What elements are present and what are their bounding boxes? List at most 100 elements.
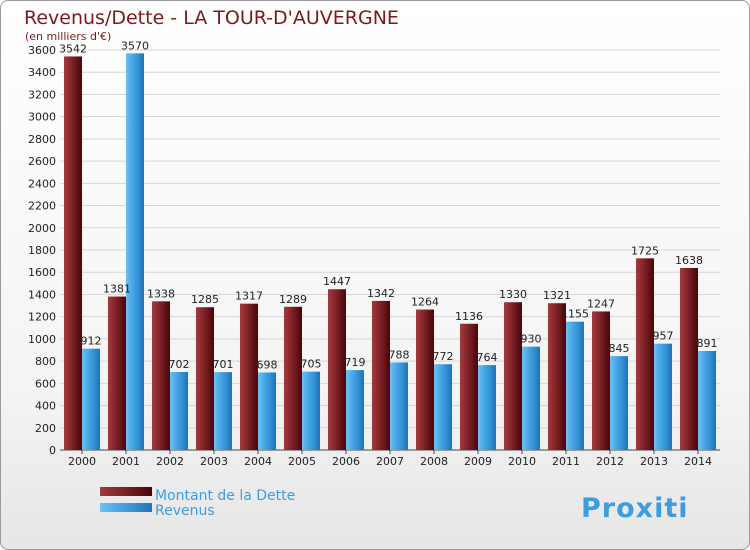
y-tick-label: 3400 <box>28 66 56 79</box>
y-tick-label: 2600 <box>28 155 56 168</box>
x-tick-label: 2003 <box>200 455 228 468</box>
data-label: 702 <box>169 358 190 371</box>
data-label: 1317 <box>235 290 263 303</box>
x-tick-label: 2013 <box>640 455 668 468</box>
y-tick-label: 3600 <box>28 44 56 57</box>
data-label: 1330 <box>499 288 527 301</box>
data-label: 1264 <box>411 296 439 309</box>
x-tick-label: 2008 <box>420 455 448 468</box>
data-label: 891 <box>697 337 718 350</box>
bar-dette-2002 <box>152 301 170 450</box>
y-tick-label: 2200 <box>28 200 56 213</box>
y-tick-label: 1800 <box>28 244 56 257</box>
y-tick-label: 1000 <box>28 333 56 346</box>
x-tick-label: 2006 <box>332 455 360 468</box>
data-label: 698 <box>257 358 278 371</box>
x-tick-label: 2009 <box>464 455 492 468</box>
y-tick-label: 1600 <box>28 266 56 279</box>
data-label: 1381 <box>103 283 131 296</box>
y-tick-label: 2800 <box>28 133 56 146</box>
bar-dette-2006 <box>328 289 346 450</box>
bar-revenus-2007 <box>390 362 408 450</box>
data-label: 1136 <box>455 310 483 323</box>
bar-revenus-2001 <box>126 53 144 450</box>
legend-swatch-debt <box>100 487 152 496</box>
x-tick-label: 2011 <box>552 455 580 468</box>
bar-dette-2014 <box>680 268 698 450</box>
y-tick-label: 600 <box>35 377 56 390</box>
x-tick-label: 2004 <box>244 455 272 468</box>
data-label: 957 <box>653 330 674 343</box>
bars <box>64 53 716 450</box>
bar-revenus-2014 <box>698 351 716 450</box>
data-label: 1725 <box>631 244 659 257</box>
data-label: 912 <box>81 335 102 348</box>
data-label: 701 <box>213 358 234 371</box>
bar-dette-2001 <box>108 296 126 450</box>
y-tick-label: 1400 <box>28 288 56 301</box>
data-label: 1338 <box>147 287 175 300</box>
y-tick-label: 1200 <box>28 311 56 324</box>
data-label: 1285 <box>191 293 219 306</box>
x-tick-label: 2007 <box>376 455 404 468</box>
y-axis: 0 200 400 600 800 1000 1200 1400 1600 1800 2000 220… <box>28 44 56 457</box>
bar-revenus-2011 <box>566 321 584 450</box>
bar-dette-2012 <box>592 311 610 450</box>
bar-dette-2004 <box>240 303 258 450</box>
data-label: 719 <box>345 356 366 369</box>
bar-dette-2013 <box>636 258 654 450</box>
data-label: 1247 <box>587 297 615 310</box>
bar-dette-2009 <box>460 323 478 450</box>
data-label: 930 <box>521 333 542 346</box>
x-tick-label: 2012 <box>596 455 624 468</box>
bar-dette-2005 <box>284 306 302 450</box>
x-tick-label: 2000 <box>68 455 96 468</box>
y-tick-label: 200 <box>35 422 56 435</box>
data-label: 1321 <box>543 289 571 302</box>
bar-revenus-2006 <box>346 370 364 450</box>
y-tick-label: 2000 <box>28 222 56 235</box>
chart-subtitle: (en milliers d'€) <box>25 30 111 43</box>
x-tick-label: 2010 <box>508 455 536 468</box>
bar-revenus-2005 <box>302 371 320 450</box>
data-labels: 3542 912 1381 3570 1338 702 1285 701 1317 698 1289… <box>59 39 718 371</box>
bar-revenus-2000 <box>82 348 100 450</box>
x-tick-label: 2014 <box>684 455 712 468</box>
bar-revenus-2012 <box>610 356 628 450</box>
data-label: 772 <box>433 350 454 363</box>
y-tick-label: 400 <box>35 400 56 413</box>
x-tick-label: 2001 <box>112 455 140 468</box>
bar-dette-2010 <box>504 302 522 450</box>
bar-dette-2003 <box>196 307 214 450</box>
bar-revenus-2004 <box>258 372 276 450</box>
data-label: 1447 <box>323 275 351 288</box>
chart-title: Revenus/Dette - LA TOUR-D'AUVERGNE <box>24 7 399 29</box>
x-tick-label: 2002 <box>156 455 184 468</box>
bar-revenus-2008 <box>434 364 452 450</box>
y-tick-label: 3200 <box>28 88 56 101</box>
data-label: 1289 <box>279 293 307 306</box>
bar-dette-2008 <box>416 309 434 450</box>
data-label: 788 <box>389 348 410 361</box>
bar-dette-2000 <box>64 56 82 450</box>
bar-revenus-2009 <box>478 365 496 450</box>
x-axis: 2000 2001 2002 2003 2004 2005 2006 2007 2008 2009… <box>68 450 712 468</box>
data-label: 845 <box>609 342 630 355</box>
x-tick-label: 2005 <box>288 455 316 468</box>
y-tick-label: 0 <box>49 444 56 457</box>
y-tick-label: 2400 <box>28 177 56 190</box>
data-label: 1342 <box>367 287 395 300</box>
data-label: 3570 <box>121 39 149 52</box>
bar-revenus-2003 <box>214 372 232 450</box>
data-label: 3542 <box>59 42 87 55</box>
data-label: 705 <box>301 358 322 371</box>
y-tick-label: 800 <box>35 355 56 368</box>
bar-dette-2007 <box>372 300 390 450</box>
bar-revenus-2010 <box>522 346 540 450</box>
legend-label-debt: Montant de la Dette <box>155 488 295 504</box>
data-label: 1638 <box>675 254 703 267</box>
bar-revenus-2013 <box>654 343 672 450</box>
data-label: 764 <box>477 351 498 364</box>
